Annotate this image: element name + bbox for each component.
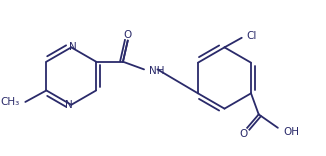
Text: OH: OH [284,127,300,137]
Text: N: N [66,100,73,110]
Text: O: O [239,129,247,139]
Text: CH₃: CH₃ [0,97,20,107]
Text: N: N [69,42,77,52]
Text: Cl: Cl [246,31,257,41]
Text: O: O [124,30,132,40]
Text: NH: NH [149,66,164,76]
